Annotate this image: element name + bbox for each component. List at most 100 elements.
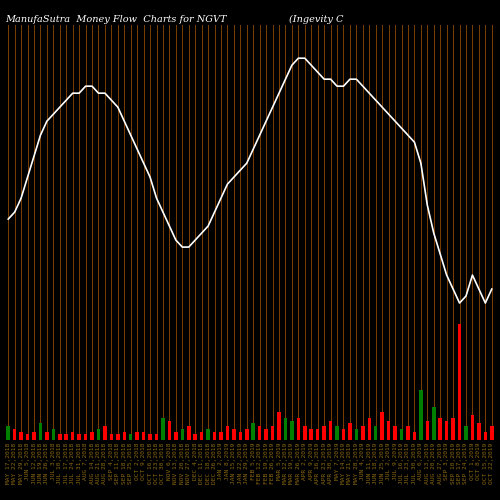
Bar xyxy=(187,426,190,440)
Bar xyxy=(458,324,462,440)
Bar xyxy=(445,420,448,440)
Bar xyxy=(180,429,184,440)
Text: DEC 11,2018: DEC 11,2018 xyxy=(199,443,204,484)
Text: AUG 13,2019: AUG 13,2019 xyxy=(425,443,430,484)
Bar xyxy=(252,424,255,440)
Text: SEP 10,2019: SEP 10,2019 xyxy=(450,443,456,484)
Bar xyxy=(329,420,332,440)
Bar xyxy=(84,434,87,440)
Text: JAN 15,2019: JAN 15,2019 xyxy=(232,443,236,484)
Bar xyxy=(426,420,429,440)
Text: MAY 21,2019: MAY 21,2019 xyxy=(348,443,352,484)
Bar xyxy=(232,429,235,440)
Bar xyxy=(290,420,294,440)
Text: NOV 27,2018: NOV 27,2018 xyxy=(186,443,191,484)
Text: APR 16,2019: APR 16,2019 xyxy=(315,443,320,484)
Text: AUG 27,2019: AUG 27,2019 xyxy=(438,443,442,484)
Bar xyxy=(432,407,436,440)
Bar xyxy=(6,426,10,440)
Bar xyxy=(394,426,397,440)
Text: SEP 18,2018: SEP 18,2018 xyxy=(122,443,127,484)
Bar xyxy=(438,418,442,440)
Bar xyxy=(245,429,248,440)
Text: MAR 19,2019: MAR 19,2019 xyxy=(290,443,294,484)
Bar xyxy=(419,390,422,440)
Text: JUL 23,2019: JUL 23,2019 xyxy=(406,443,410,484)
Bar xyxy=(136,432,139,440)
Text: FEB 5,2019: FEB 5,2019 xyxy=(250,443,256,480)
Text: APR 30,2019: APR 30,2019 xyxy=(328,443,333,484)
Text: FEB 12,2019: FEB 12,2019 xyxy=(257,443,262,484)
Bar xyxy=(342,429,345,440)
Text: OCT 1,2019: OCT 1,2019 xyxy=(470,443,475,480)
Bar xyxy=(277,412,281,440)
Bar xyxy=(470,415,474,440)
Text: SEP 17,2019: SEP 17,2019 xyxy=(457,443,462,484)
Bar xyxy=(45,432,48,440)
Bar xyxy=(13,429,16,440)
Text: NOV 6,2018: NOV 6,2018 xyxy=(167,443,172,480)
Text: OCT 23,2018: OCT 23,2018 xyxy=(154,443,159,484)
Bar xyxy=(354,429,358,440)
Text: ManufaSutra  Money Flow  Charts for NGVT                    (Ingevity C         : ManufaSutra Money Flow Charts for NGVT (… xyxy=(5,15,500,24)
Bar xyxy=(129,434,132,440)
Bar xyxy=(64,434,68,440)
Bar xyxy=(122,432,126,440)
Bar xyxy=(110,434,113,440)
Text: MAR 12,2019: MAR 12,2019 xyxy=(283,443,288,484)
Text: MAY 22,2018: MAY 22,2018 xyxy=(12,443,17,484)
Text: DEC 18,2018: DEC 18,2018 xyxy=(206,443,210,484)
Bar xyxy=(206,429,210,440)
Text: AUG 7,2018: AUG 7,2018 xyxy=(83,443,88,480)
Bar xyxy=(58,434,61,440)
Text: NOV 20,2018: NOV 20,2018 xyxy=(180,443,185,484)
Bar xyxy=(271,426,274,440)
Text: SEP 4,2018: SEP 4,2018 xyxy=(109,443,114,480)
Text: DEC 26,2018: DEC 26,2018 xyxy=(212,443,217,484)
Bar xyxy=(238,432,242,440)
Text: JUN 5,2018: JUN 5,2018 xyxy=(25,443,30,480)
Text: MAY 17,2018: MAY 17,2018 xyxy=(6,443,10,484)
Text: OCT 2,2018: OCT 2,2018 xyxy=(134,443,140,480)
Text: SEP 25,2018: SEP 25,2018 xyxy=(128,443,133,484)
Text: JUL 24,2018: JUL 24,2018 xyxy=(70,443,75,484)
Bar xyxy=(38,424,42,440)
Bar xyxy=(406,426,409,440)
Bar xyxy=(387,420,390,440)
Bar xyxy=(154,434,158,440)
Bar xyxy=(484,432,487,440)
Text: JAN 22,2019: JAN 22,2019 xyxy=(238,443,243,484)
Bar xyxy=(374,426,378,440)
Bar xyxy=(116,434,119,440)
Bar xyxy=(316,429,320,440)
Text: MAY 29,2018: MAY 29,2018 xyxy=(18,443,24,484)
Text: JAN 8,2019: JAN 8,2019 xyxy=(225,443,230,480)
Bar xyxy=(20,432,23,440)
Text: FEB 19,2019: FEB 19,2019 xyxy=(264,443,268,484)
Text: OCT 22,2019: OCT 22,2019 xyxy=(490,443,494,484)
Text: MAR 5,2019: MAR 5,2019 xyxy=(276,443,281,480)
Bar xyxy=(296,418,300,440)
Bar xyxy=(380,412,384,440)
Text: AUG 14,2018: AUG 14,2018 xyxy=(90,443,94,484)
Text: JUN 25,2019: JUN 25,2019 xyxy=(380,443,384,484)
Text: JUN 26,2018: JUN 26,2018 xyxy=(44,443,50,484)
Text: OCT 30,2018: OCT 30,2018 xyxy=(160,443,166,484)
Bar xyxy=(400,429,404,440)
Bar xyxy=(477,424,480,440)
Bar xyxy=(368,418,371,440)
Text: JUN 11,2019: JUN 11,2019 xyxy=(367,443,372,484)
Bar xyxy=(26,434,30,440)
Text: MAR 26,2019: MAR 26,2019 xyxy=(296,443,301,484)
Bar xyxy=(322,426,326,440)
Bar xyxy=(90,432,94,440)
Text: JUN 18,2019: JUN 18,2019 xyxy=(373,443,378,484)
Text: AUG 6,2019: AUG 6,2019 xyxy=(418,443,424,480)
Text: JUL 3,2018: JUL 3,2018 xyxy=(51,443,56,480)
Bar xyxy=(464,426,468,440)
Bar xyxy=(452,418,455,440)
Text: JUL 10,2018: JUL 10,2018 xyxy=(58,443,62,484)
Bar xyxy=(310,429,313,440)
Bar xyxy=(148,434,152,440)
Text: JAN 2,2019: JAN 2,2019 xyxy=(218,443,224,480)
